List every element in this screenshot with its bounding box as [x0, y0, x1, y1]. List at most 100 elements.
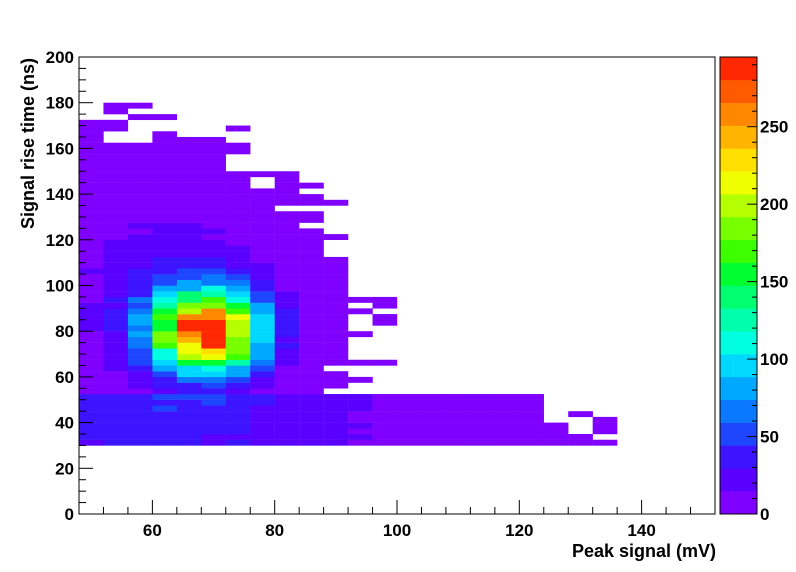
heatmap-bin [397, 411, 422, 418]
heatmap-bin [470, 399, 496, 406]
heatmap-bin [250, 348, 275, 355]
heatmap-bin [225, 434, 251, 440]
y-tick-label: 120 [46, 231, 74, 250]
heatmap-bin [250, 262, 275, 269]
heatmap-bin [225, 314, 251, 320]
heatmap-bin [176, 399, 202, 406]
heatmap-bin [201, 342, 226, 349]
heatmap-bin [274, 434, 300, 440]
colorbar-tick-label: 0 [760, 505, 769, 524]
heatmap-bin [397, 399, 422, 406]
heatmap-bin [103, 319, 129, 326]
y-tick-label: 200 [46, 48, 74, 67]
heatmap-bin [397, 405, 422, 412]
heatmap-bin [201, 171, 226, 178]
heatmap-bin [397, 434, 422, 440]
heatmap-bin [176, 319, 202, 326]
heatmap-bin [103, 331, 129, 338]
heatmap-bin [176, 211, 202, 218]
heatmap-bin [176, 376, 202, 383]
x-axis-title: Peak signal (mV) [572, 541, 716, 561]
heatmap-bin [225, 142, 251, 149]
heatmap-bin [103, 239, 129, 246]
heatmap-bin [127, 331, 153, 338]
heatmap-bin [103, 262, 129, 269]
heatmap-bin [274, 262, 300, 269]
heatmap-bin [274, 325, 300, 332]
heatmap-bin [225, 405, 251, 412]
heatmap-bin [79, 228, 104, 235]
heatmap-bin [79, 245, 104, 252]
heatmap-bin [152, 342, 178, 349]
heatmap-bin [225, 171, 251, 178]
heatmap-bin [421, 405, 447, 412]
heatmap-bin [250, 274, 275, 280]
heatmap-bin [348, 331, 373, 338]
heatmap-bin [152, 296, 178, 303]
heatmap-bin [103, 354, 129, 360]
heatmap-bin [348, 376, 373, 383]
heatmap-bin [323, 348, 349, 355]
heatmap-bin [274, 228, 300, 235]
heatmap-bin [323, 354, 349, 360]
heatmap-bin [201, 194, 226, 201]
heatmap-bin [494, 394, 520, 400]
heatmap-bin [274, 274, 300, 280]
heatmap-bin [274, 216, 300, 223]
heatmap-bin [201, 296, 226, 303]
heatmap-bin [127, 234, 153, 240]
heatmap-bin [470, 411, 496, 418]
heatmap-bin [274, 394, 300, 400]
colorbar-segment [720, 354, 757, 378]
heatmap-bin [299, 348, 324, 355]
heatmap-bin [79, 399, 104, 406]
heatmap-bin [127, 411, 153, 418]
heatmap-bin [543, 434, 569, 440]
colorbar-segment [720, 399, 757, 423]
heatmap-bin [79, 376, 104, 383]
heatmap-bin [176, 222, 202, 229]
heatmap-bin [152, 251, 178, 258]
heatmap-bin [421, 411, 447, 418]
heatmap-bin [79, 176, 104, 183]
heatmap-bin [103, 302, 129, 309]
heatmap-bin [225, 411, 251, 418]
colorbar-segment [720, 331, 757, 355]
heatmap-bin [176, 274, 202, 280]
heatmap-bin [299, 211, 324, 218]
heatmap-bin [79, 319, 104, 326]
heatmap-bin [79, 416, 104, 423]
heatmap-bin [127, 325, 153, 332]
heatmap-bin [225, 354, 251, 360]
heatmap-bin [152, 188, 178, 195]
heatmap-bin [274, 211, 300, 218]
colorbar-segment [720, 468, 757, 492]
heatmap-bin [250, 205, 275, 212]
heatmap-bin [274, 399, 300, 406]
heatmap-bin [127, 182, 153, 189]
heatmap-bin [299, 256, 324, 263]
heatmap-bin [274, 365, 300, 372]
heatmap-bin [348, 296, 373, 303]
heatmap-bin [103, 182, 129, 189]
heatmap-bin [372, 439, 398, 446]
heatmap-bin [250, 434, 275, 440]
heatmap-bin [299, 262, 324, 269]
heatmap-bin [103, 296, 129, 303]
heatmap-bin [152, 239, 178, 246]
heatmap-bin [519, 422, 544, 429]
heatmap-bin [519, 411, 544, 418]
heatmap-bin [274, 176, 300, 183]
heatmap-bin [79, 388, 104, 395]
heatmap-bin [274, 302, 300, 309]
heatmap-bin [79, 428, 104, 435]
heatmap-bin [274, 331, 300, 338]
heatmap-bin [79, 268, 104, 275]
heatmap-bin [79, 251, 104, 258]
heatmap-bin [250, 359, 275, 366]
heatmap-bin [445, 411, 471, 418]
heatmap-bin [494, 422, 520, 429]
heatmap-bin [323, 416, 349, 423]
heatmap-bin [103, 325, 129, 332]
heatmap-bin [127, 388, 153, 395]
